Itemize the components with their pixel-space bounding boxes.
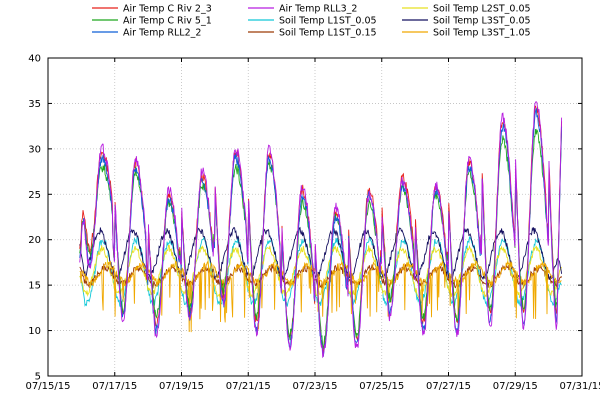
legend-label: Air Temp RLL2_2: [123, 28, 201, 39]
legend-label: Soil Temp L1ST_0.15: [279, 28, 377, 39]
legend-label: Air Temp C Riv 5_1: [123, 16, 212, 27]
x-tick-label: 07/21/15: [226, 381, 271, 392]
grid: [48, 58, 582, 376]
legend-label: Soil Temp L2ST_0.05: [433, 4, 531, 15]
series-line-air-temp-rll2-2: [79, 108, 563, 357]
x-tick-label: 07/19/15: [159, 381, 204, 392]
series-line-soil-temp-l3st-0-05: [79, 226, 563, 281]
series-layer: [79, 101, 563, 359]
legend-label: Soil Temp L3ST_1.05: [433, 28, 531, 39]
x-tick-label: 07/15/15: [26, 381, 71, 392]
series-line-soil-temp-l1st-0-15: [79, 262, 562, 290]
legend-label: Air Temp RLL3_2: [279, 4, 357, 15]
x-tick-label: 07/31/15: [560, 381, 600, 392]
series-line-soil-temp-l2st-0-05: [79, 244, 563, 300]
y-tick-label: 20: [28, 235, 41, 246]
y-axis: 5 10 15 20 25 30 35 40: [28, 54, 582, 383]
y-tick-label: 5: [35, 372, 41, 383]
x-tick-label: 07/25/15: [359, 381, 404, 392]
series-line-soil-temp-l3st-1-05: [79, 259, 562, 333]
legend-label: Soil Temp L3ST_0.05: [433, 16, 531, 27]
series-line-air-temp-rll3-2: [79, 101, 563, 359]
legend-label: Soil Temp L1ST_0.05: [279, 16, 377, 27]
series-line-air-temp-c-riv-5-1: [79, 128, 563, 350]
x-axis: 07/15/15 07/17/15 07/19/15 07/21/15 07/23/15…: [26, 58, 600, 392]
x-tick-label: 07/23/15: [293, 381, 338, 392]
y-tick-label: 25: [28, 190, 41, 201]
series-line-air-temp-c-riv-2-3: [79, 105, 563, 354]
legend-label: Air Temp C Riv 2_3: [123, 4, 212, 15]
y-tick-label: 30: [28, 144, 41, 155]
x-tick-label: 07/29/15: [493, 381, 538, 392]
x-tick-label: 07/27/15: [426, 381, 471, 392]
x-tick-label: 07/17/15: [92, 381, 137, 392]
y-tick-label: 10: [28, 326, 41, 337]
y-tick-label: 15: [28, 281, 41, 292]
y-tick-label: 40: [28, 54, 41, 65]
y-tick-label: 35: [28, 99, 41, 110]
